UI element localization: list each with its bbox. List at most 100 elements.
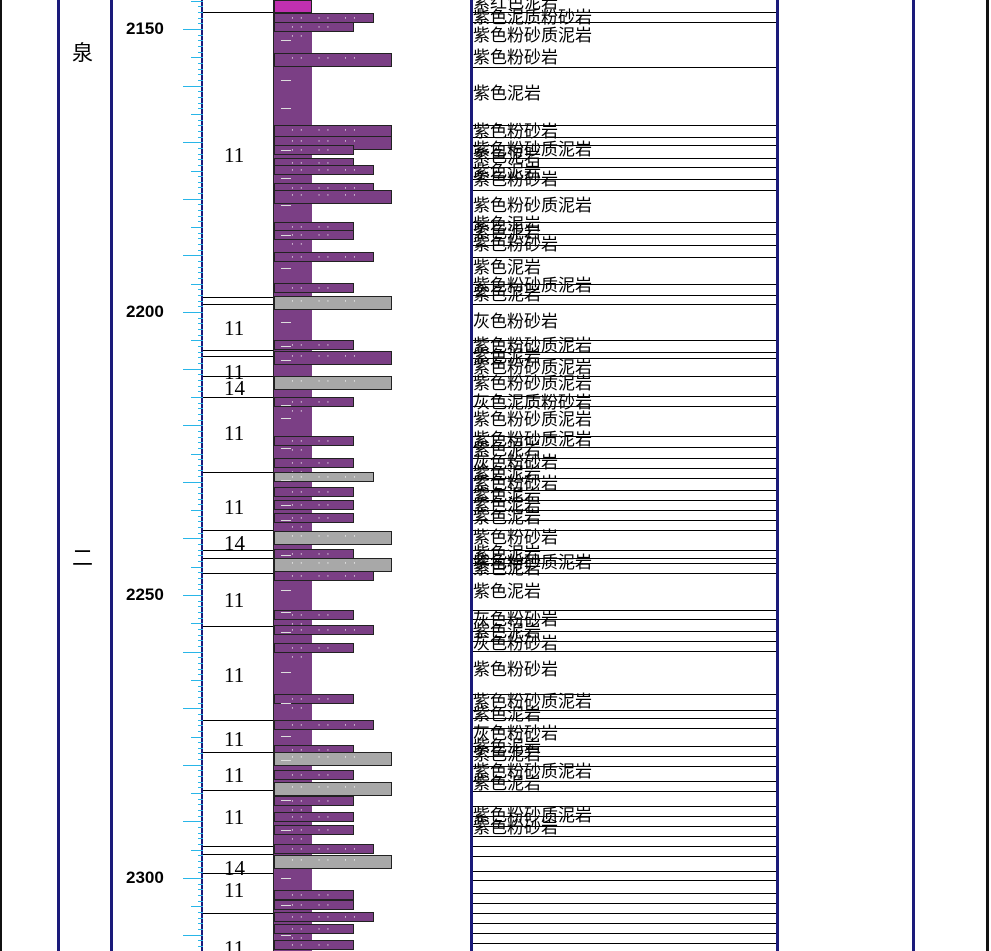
depth-tick (198, 912, 203, 913)
layer-boundary (203, 350, 273, 351)
depth-tick (198, 640, 203, 641)
sand-dot-pattern: ·· ·· ·· (291, 473, 362, 483)
depth-tick (198, 782, 203, 783)
lithology-boundary (473, 12, 776, 13)
mudstone-dash (281, 346, 291, 347)
layer-boundary (203, 550, 273, 551)
column-right-edge (273, 0, 274, 951)
mudstone-dash (281, 268, 291, 269)
lithology-boundary (473, 826, 776, 827)
depth-tick (198, 357, 203, 358)
depth-tick (198, 555, 203, 556)
silty-layer-bar: ·· ·· ·· (274, 513, 354, 533)
layer-boundary (203, 873, 273, 874)
depth-tick (198, 720, 203, 721)
depth-tick (198, 131, 203, 132)
mudstone-dash (281, 830, 291, 831)
lithology-label: 紫色粉砂质泥岩 (473, 410, 592, 430)
lithology-label: 紫色粉砂质泥岩 (473, 276, 592, 296)
depth-tick (198, 386, 203, 387)
depth-tick (198, 923, 203, 924)
mudstone-dash (281, 150, 291, 151)
mudstone-dash (281, 178, 291, 179)
mudstone-dash (281, 632, 291, 633)
sand-dot-pattern: ·· ·· ·· (291, 626, 362, 636)
depth-tick (198, 346, 203, 347)
silty-layer-bar: ·· ·· ·· (274, 22, 354, 42)
sand-dot-pattern: ·· ·· ·· (291, 297, 362, 307)
depth-tick (198, 833, 203, 834)
layer-code: 11 (224, 663, 245, 687)
depth-tick (198, 635, 203, 636)
lithology-label: 紫色泥岩 (473, 223, 541, 243)
depth-tick (198, 63, 203, 64)
siltstone-bar: ·· ·· ·· (274, 782, 392, 796)
lithology-label: 紫色粉砂质泥岩 (473, 430, 592, 450)
depth-tick (183, 652, 203, 653)
depth-tick (198, 35, 203, 36)
depth-tick (198, 657, 203, 658)
lithology-boundary (473, 490, 776, 491)
layer-boundary (203, 752, 273, 753)
layer-boundary (203, 376, 273, 377)
layer-code: 11 (224, 727, 245, 751)
lithology-boundary (473, 530, 776, 531)
mudstone-dash (281, 418, 291, 419)
depth-tick (198, 221, 203, 222)
depth-tick (183, 482, 203, 483)
silty-layer-bar: ·· ·· ·· (274, 924, 354, 944)
lithology-boundary (473, 67, 776, 68)
lithology-boundary (473, 406, 776, 407)
depth-tick (198, 714, 203, 715)
sand-dot-pattern: ·· ·· ·· (291, 783, 362, 793)
depth-tick (198, 6, 203, 7)
depth-label: 2250 (126, 585, 164, 604)
sand-dot-pattern: ·· ·· ·· (291, 753, 362, 763)
depth-tick (198, 267, 203, 268)
depth-tick (198, 391, 203, 392)
lithology-boundary (473, 903, 776, 904)
depth-tick (191, 510, 203, 511)
layer-code: 11 (224, 878, 245, 902)
strata-name: 泉 (72, 41, 93, 65)
depth-tick (183, 142, 203, 143)
layer-code: 14 (224, 531, 245, 555)
lithology-label: 灰色粉砂岩 (473, 724, 558, 744)
lithology-label: 紫色泥岩 (473, 582, 541, 602)
depth-tick (198, 295, 203, 296)
lithology-label: 紫色泥岩 (473, 559, 541, 579)
depth-tick (183, 312, 203, 313)
depth-tick (198, 572, 203, 573)
layer-code: 11 (224, 805, 245, 829)
layer-code: 14 (224, 856, 245, 880)
depth-tick (183, 821, 203, 822)
depth-tick (198, 686, 203, 687)
lithology-label: 紫色泥岩 (473, 347, 541, 367)
siltstone-bar: ·· ·· ·· (274, 376, 392, 390)
depth-tick (198, 703, 203, 704)
depth-tick (198, 742, 203, 743)
lithology-label: 紫色泥岩 (473, 486, 541, 506)
lithology-boundary (473, 806, 776, 807)
depth-tick (198, 946, 203, 947)
lithology-boundary (473, 510, 776, 511)
layer-code: 11 (224, 421, 245, 445)
lithology-boundary (473, 746, 776, 747)
silty-layer-bar: ·· ·· ·· (274, 940, 354, 951)
lithology-label: 紫色泥岩 (473, 162, 541, 182)
layer-boundary (203, 854, 273, 855)
lithology-label: 紫色泥岩 (473, 147, 541, 167)
lithology-label: 紫色泥岩 (473, 215, 541, 235)
lithology-boundary (473, 728, 776, 729)
depth-tick (198, 210, 203, 211)
depth-tick (183, 425, 203, 426)
lithology-label: 紫色粉砂质泥岩 (473, 336, 592, 356)
depth-tick (191, 171, 203, 172)
lithology-boundary (473, 22, 776, 23)
depth-tick (198, 918, 203, 919)
siltstone-bar: ·· ·· ·· (274, 531, 392, 545)
depth-tick (191, 227, 203, 228)
mudstone-dash (281, 703, 291, 704)
depth-tick (198, 725, 203, 726)
depth-tick (198, 759, 203, 760)
